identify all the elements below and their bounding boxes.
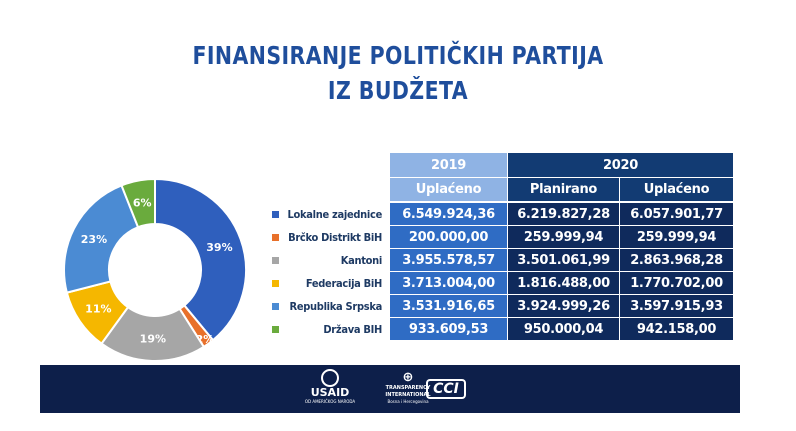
table-cell: 3.924.999,26 <box>508 295 619 317</box>
usaid-logo: USAID OD AMERIČKOG NARODA <box>295 369 365 405</box>
donut-slice-4 <box>63 184 140 294</box>
usaid-text: USAID <box>310 386 350 399</box>
donut-label-3: 11% <box>85 303 111 316</box>
table-cell: 3.713.004,00 <box>390 272 507 294</box>
table-cell: 942.158,00 <box>620 318 733 340</box>
page-title: FINANSIRANJE POLITIČKIH PARTIJA <box>192 41 604 70</box>
legend-item: Brčko Distrikt BiH <box>272 227 382 247</box>
header-year-2020: 2020 <box>508 153 733 177</box>
table-cell: 200.000,00 <box>390 226 507 248</box>
table-cell: 950.000,04 <box>508 318 619 340</box>
legend-item: Lokalne zajednice <box>272 204 382 224</box>
table-cell: 3.597.915,93 <box>620 295 733 317</box>
footer-bar: USAID OD AMERIČKOG NARODA ⊕ TRANSPARENCY… <box>40 365 740 413</box>
donut-label-5: 6% <box>133 197 152 210</box>
ti-text: TRANSPARENCY INTERNATIONAL <box>385 385 431 398</box>
ti-icon: ⊕ <box>402 370 414 385</box>
donut-slice-0 <box>154 177 247 342</box>
table-cell: 259.999,94 <box>508 226 619 248</box>
legend-item: Republika Srpska <box>272 296 382 316</box>
header-2019-paid: Uplaćeno <box>390 178 507 201</box>
usaid-subtext: OD AMERIČKOG NARODA <box>304 399 356 404</box>
table-cell: 1.770.702,00 <box>620 272 733 294</box>
legend-swatch <box>272 233 279 241</box>
usaid-seal-icon <box>321 369 339 387</box>
legend-swatch <box>272 302 279 310</box>
legend-swatch <box>272 256 279 264</box>
table-cell: 259.999,94 <box>620 226 733 248</box>
legend-swatch <box>272 325 279 333</box>
donut-label-2: 19% <box>140 332 166 345</box>
table-cell: 6.057.901,77 <box>620 203 733 225</box>
legend-swatch <box>272 279 279 287</box>
legend-label: Federacija BiH <box>305 276 382 290</box>
header-2020-planned: Planirano <box>508 178 619 201</box>
donut-label-0: 39% <box>206 241 232 254</box>
legend-item: Kantoni <box>272 250 382 270</box>
page-subtitle: IZ BUDŽETA <box>327 76 469 105</box>
legend-swatch <box>272 210 279 218</box>
table-cell: 1.816.488,00 <box>508 272 619 294</box>
table-cell: 2.863.968,28 <box>620 249 733 271</box>
transparency-international-logo: ⊕ TRANSPARENCY INTERNATIONAL Bosna i Her… <box>368 371 448 405</box>
donut-label-4: 23% <box>81 233 107 246</box>
table-cell: 933.609,53 <box>390 318 507 340</box>
legend-item: Federacija BiH <box>272 273 382 293</box>
table-cell: 3.501.061,99 <box>508 249 619 271</box>
cci-text: CCI <box>426 379 466 399</box>
legend-label: Lokalne zajednice <box>287 207 383 221</box>
table-cell: 6.219.827,28 <box>508 203 619 225</box>
donut-chart: 39%2%19%11%23%6% <box>63 177 247 362</box>
legend-item: Država BIH <box>272 319 382 339</box>
ti-subtext: Bosna i Hercegovina <box>387 399 429 404</box>
cci-logo: CCI <box>426 379 466 399</box>
legend-label: Država BIH <box>323 322 382 336</box>
legend-label: Republika Srpska <box>289 299 383 313</box>
table-cell: 3.531.916,65 <box>390 295 507 317</box>
legend-label: Kantoni <box>340 253 383 267</box>
header-2020-paid: Uplaćeno <box>620 178 733 201</box>
table-cell: 3.955.578,57 <box>390 249 507 271</box>
table-cell: 6.549.924,36 <box>390 203 507 225</box>
header-year-2019: 2019 <box>390 153 507 177</box>
donut-slice-5 <box>120 177 156 229</box>
legend-label: Brčko Distrikt BiH <box>288 230 382 244</box>
